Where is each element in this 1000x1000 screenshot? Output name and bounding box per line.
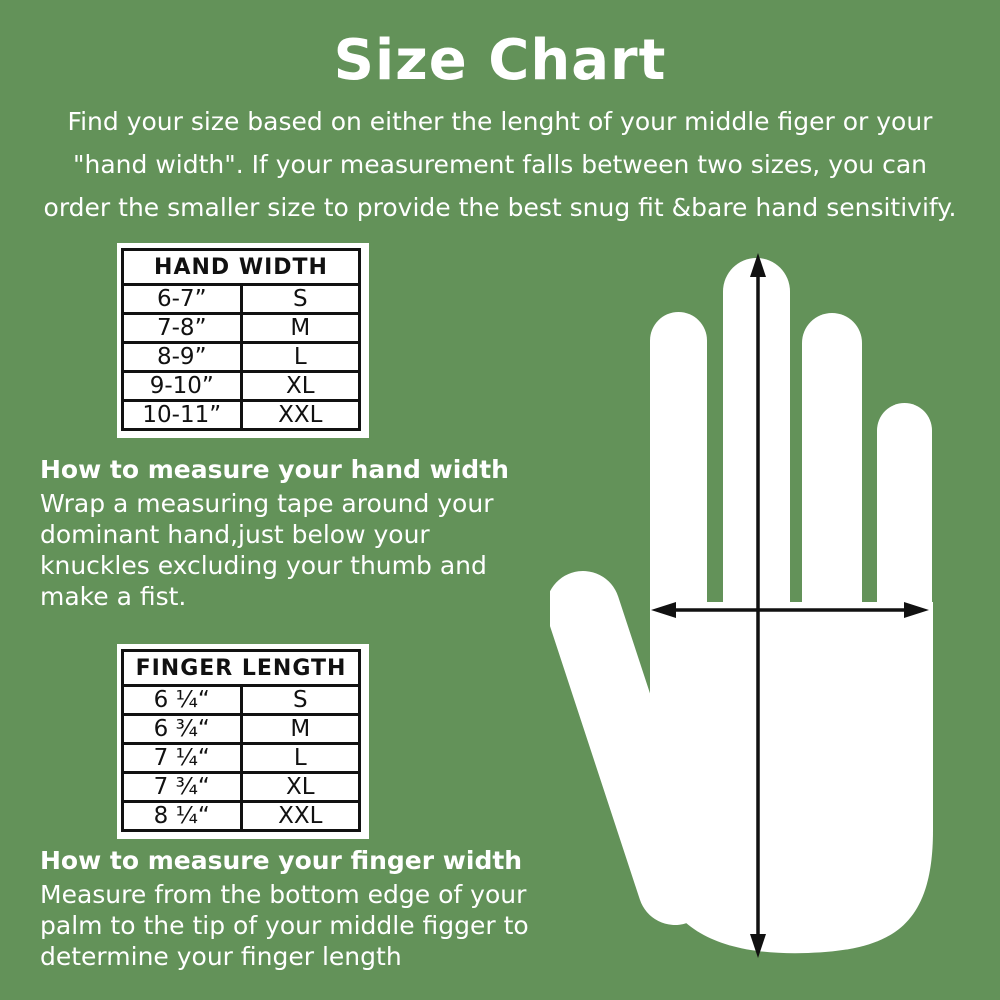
- index-finger: [650, 312, 707, 652]
- instruction-line: knuckles excluding your thumb and: [40, 551, 487, 580]
- size-cell: XXL: [239, 399, 361, 431]
- instruction-line: Wrap a measuring tape around your: [40, 489, 494, 518]
- table-header-row: FINGER LENGTH: [121, 649, 361, 687]
- measurement-cell: 7 ¾“: [121, 771, 243, 803]
- hand-illustration: [546, 240, 1000, 1000]
- intro-line-2: "hand width". If your measurement falls …: [73, 150, 927, 179]
- table-row: 8 ¼“ XXL: [121, 800, 361, 832]
- measurement-cell: 8 ¼“: [121, 800, 243, 832]
- measurement-cell: 6 ¾“: [121, 713, 243, 745]
- size-cell: XXL: [239, 800, 361, 832]
- size-cell: XL: [239, 771, 361, 803]
- measurement-cell: 7 ¼“: [121, 742, 243, 774]
- intro-line-1: Find your size based on either the lengh…: [67, 107, 933, 136]
- measurement-cell: 8-9”: [121, 341, 243, 373]
- hand-width-measure-arrow-icon: [651, 602, 929, 618]
- table-row: 10-11” XXL: [121, 399, 361, 431]
- measurement-cell: 9-10”: [121, 370, 243, 402]
- instruction-line: Measure from the bottom edge of your: [40, 880, 527, 909]
- hand-width-table-title: HAND WIDTH: [121, 248, 361, 286]
- size-cell: M: [239, 312, 361, 344]
- finger-length-table-title: FINGER LENGTH: [121, 649, 361, 687]
- measurement-cell: 7-8”: [121, 312, 243, 344]
- finger-length-measure-arrow-icon: [750, 253, 766, 958]
- table-row: 8-9” L: [121, 341, 361, 373]
- measurement-cell: 10-11”: [121, 399, 243, 431]
- finger-length-instructions: How to measure your finger width Measure…: [40, 845, 600, 972]
- table-row: 6-7” S: [121, 283, 361, 315]
- thumb: [546, 571, 712, 925]
- size-cell: S: [239, 283, 361, 315]
- table-row: 6 ¾“ M: [121, 713, 361, 745]
- table-header-row: HAND WIDTH: [121, 248, 361, 286]
- instruction-line: dominant hand,just below your: [40, 520, 430, 549]
- hand-width-instructions-heading: How to measure your hand width: [40, 455, 509, 484]
- page-title: Size Chart: [333, 28, 667, 93]
- table-row: 6 ¼“ S: [121, 684, 361, 716]
- instruction-line: determine your finger length: [40, 942, 402, 971]
- palm: [650, 602, 933, 954]
- finger-length-instructions-heading: How to measure your finger width: [40, 846, 523, 875]
- finger-length-table: FINGER LENGTH 6 ¼“ S 6 ¾“ M 7 ¼“ L 7 ¾“: [117, 644, 369, 839]
- intro-line-3: order the smaller size to provide the be…: [43, 193, 957, 222]
- measurement-cell: 6 ¼“: [121, 684, 243, 716]
- hand-svg: [546, 253, 933, 958]
- ring-finger: [802, 313, 862, 663]
- hand-width-instructions: How to measure your hand width Wrap a me…: [40, 454, 560, 612]
- pinky-finger: [877, 403, 932, 663]
- table-row: 9-10” XL: [121, 370, 361, 402]
- size-cell: L: [239, 341, 361, 373]
- measurement-cell: 6-7”: [121, 283, 243, 315]
- hand-silhouette: [546, 258, 933, 954]
- table-row: 7 ¼“ L: [121, 742, 361, 774]
- instruction-line: palm to the tip of your middle figger to: [40, 911, 529, 940]
- size-cell: S: [239, 684, 361, 716]
- size-cell: XL: [239, 370, 361, 402]
- size-cell: M: [239, 713, 361, 745]
- table-row: 7 ¾“ XL: [121, 771, 361, 803]
- size-cell: L: [239, 742, 361, 774]
- table-row: 7-8” M: [121, 312, 361, 344]
- intro-text: Find your size based on either the lengh…: [0, 100, 1000, 229]
- hand-width-table: HAND WIDTH 6-7” S 7-8” M 8-9” L 9-10”: [117, 243, 369, 438]
- instruction-line: make a fist.: [40, 582, 187, 611]
